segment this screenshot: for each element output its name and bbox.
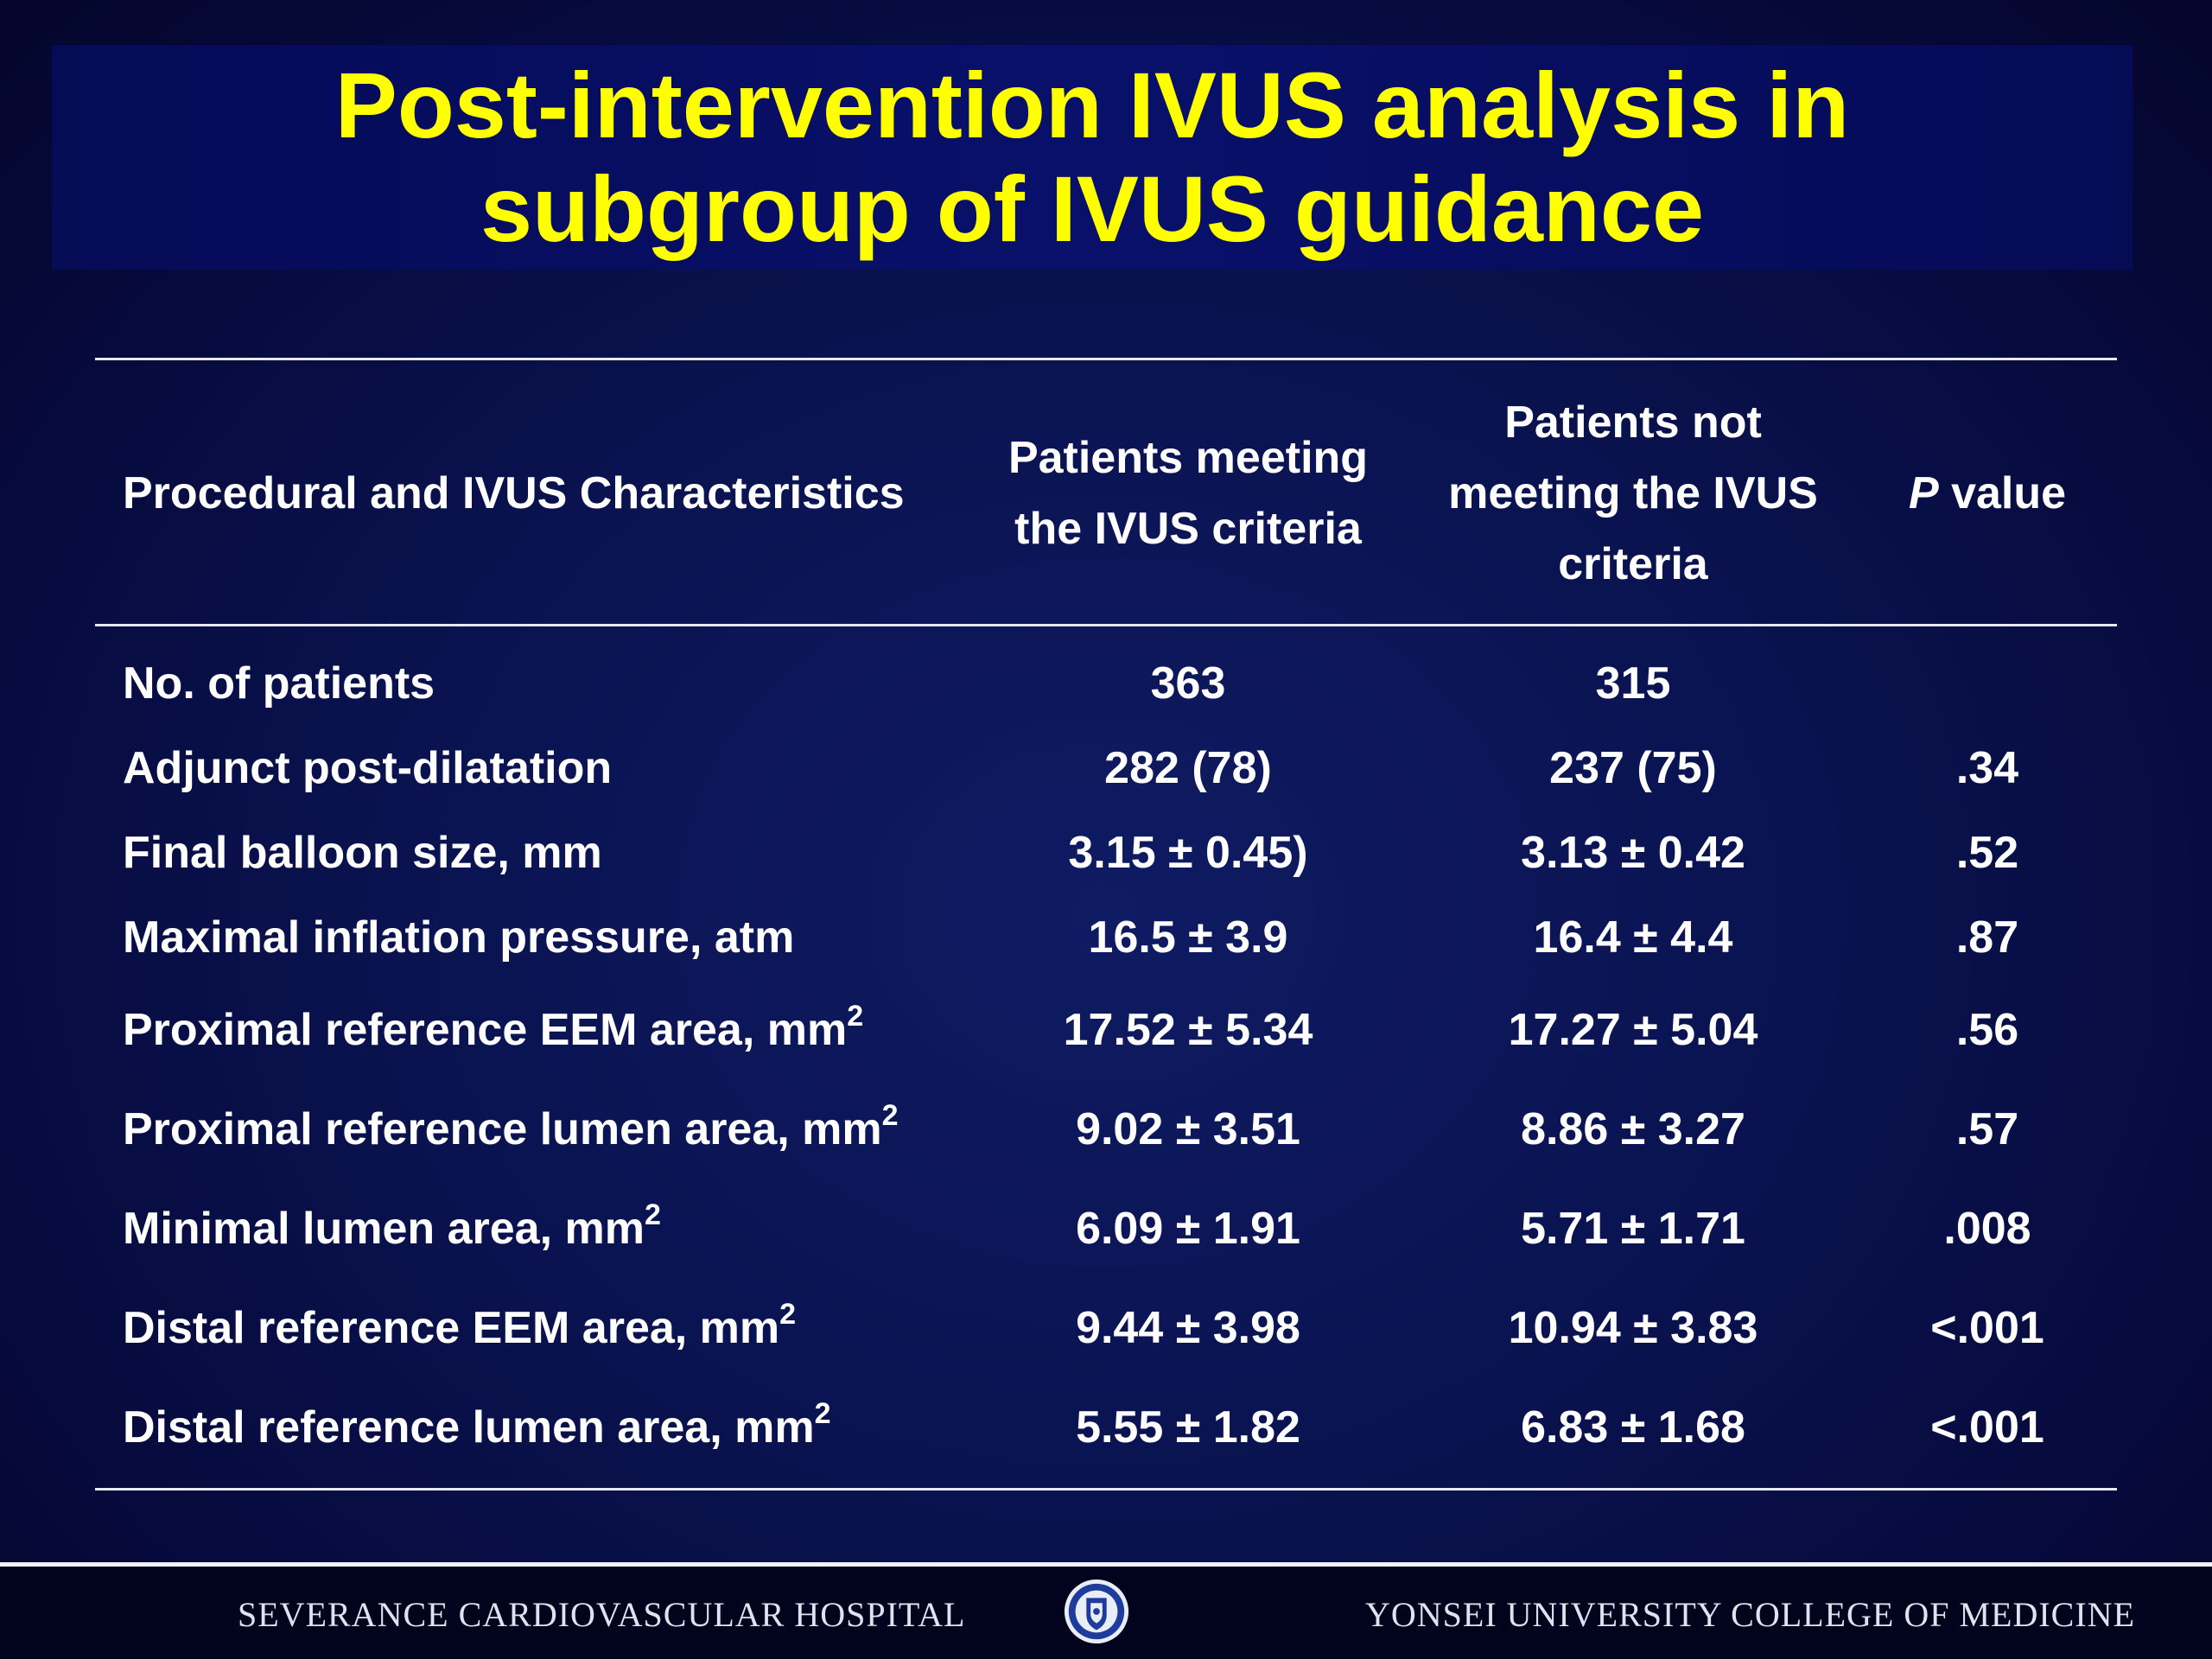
slide-title-line-2: subgroup of IVUS guidance [480, 156, 1705, 261]
title-band: Post-intervention IVUS analysis in subgr… [52, 45, 2133, 270]
cell-group-a: 16.5 ± 3.9 [1088, 912, 1288, 963]
table-row: Adjunct post-dilatation 282 (78) 237 (75… [95, 726, 2117, 810]
footer-divider [0, 1562, 2212, 1567]
row-label: Proximal reference EEM area, mm2 [95, 980, 968, 1079]
cell-group-a: 363 [1150, 658, 1226, 709]
row-label-text: Proximal reference EEM area, mm [123, 1004, 848, 1055]
table-row: Final balloon size, mm 3.15 ± 0.45) 3.13… [95, 810, 2117, 895]
table-row: Maximal inflation pressure, atm 16.5 ± 3… [95, 895, 2117, 980]
table-top-rule [95, 358, 2117, 360]
cell-group-a: 9.44 ± 3.98 [1076, 1302, 1300, 1353]
cell-group-b: 16.4 ± 4.4 [1533, 912, 1733, 963]
header-characteristics: Procedural and IVUS Characteristics [95, 363, 968, 624]
header-group-a: Patients meeting the IVUS criteria [968, 363, 1408, 624]
row-label-text: Distal reference lumen area, mm [123, 1402, 815, 1452]
row-label: Proximal reference lumen area, mm2 [95, 1079, 968, 1179]
row-label-text: Distal reference EEM area, mm [123, 1302, 780, 1353]
row-label: Minimal lumen area, mm2 [95, 1179, 968, 1278]
table-header-row: Procedural and IVUS Characteristics Pati… [95, 363, 2117, 624]
cell-group-b: 8.86 ± 3.27 [1521, 1103, 1745, 1154]
cell-group-b: 315 [1595, 658, 1671, 709]
row-label-sup: 2 [779, 1297, 797, 1331]
row-label-text: Minimal lumen area, mm [123, 1203, 645, 1254]
row-label-text: Proximal reference lumen area, mm [123, 1103, 882, 1154]
header-group-a-line-1: Patients meeting [1007, 433, 1369, 483]
row-label-sup: 2 [881, 1098, 899, 1132]
footer-college-name: YONSEI UNIVERSITY COLLEGE OF MEDICINE [1365, 1595, 2136, 1634]
header-group-b-line-3: criteria [1558, 539, 1708, 589]
cell-group-a: 6.09 ± 1.91 [1076, 1203, 1300, 1254]
cell-group-a: 9.02 ± 3.51 [1076, 1103, 1300, 1154]
header-group-a-line-2: the IVUS criteria [1014, 504, 1362, 554]
cell-group-a: 5.55 ± 1.82 [1076, 1402, 1300, 1452]
slide-title-line-1: Post-intervention IVUS analysis in [334, 53, 1850, 157]
cell-p-value: .87 [1955, 912, 2019, 963]
table-row: Distal reference lumen area, mm2 5.55 ± … [95, 1377, 2117, 1477]
cell-p-value: .52 [1955, 828, 2019, 878]
table-row: Proximal reference EEM area, mm2 17.52 ±… [95, 980, 2117, 1079]
ivus-analysis-table: Procedural and IVUS Characteristics Pati… [95, 363, 2117, 1477]
header-p-rest: value [1938, 468, 2067, 518]
cell-p-value: .57 [1955, 1103, 2019, 1154]
table-row: Minimal lumen area, mm2 6.09 ± 1.91 5.71… [95, 1179, 2117, 1278]
cell-group-b: 6.83 ± 1.68 [1521, 1402, 1745, 1452]
cell-p-value [1858, 641, 2117, 726]
header-p-italic: P [1908, 468, 1939, 518]
cell-group-a: 17.52 ± 5.34 [1063, 1004, 1313, 1055]
header-characteristics-text: Procedural and IVUS Characteristics [123, 468, 905, 518]
table-row: No. of patients 363 315 [95, 641, 2117, 726]
footer-hospital-name: SEVERANCE CARDIOVASCULAR HOSPITAL [238, 1595, 966, 1634]
header-p-value: P value [1858, 363, 2117, 624]
row-label-sup: 2 [644, 1198, 661, 1231]
table-row: Distal reference EEM area, mm2 9.44 ± 3.… [95, 1278, 2117, 1377]
row-label: Distal reference lumen area, mm2 [95, 1377, 968, 1477]
header-group-b: Patients not meeting the IVUS criteria [1408, 363, 1858, 624]
row-label: No. of patients [95, 641, 968, 726]
cell-group-b: 3.13 ± 0.42 [1521, 828, 1745, 878]
row-label-text: Adjunct post-dilatation [123, 743, 613, 793]
row-label-text: Maximal inflation pressure, atm [123, 912, 795, 963]
row-label-sup: 2 [814, 1396, 831, 1430]
row-label: Maximal inflation pressure, atm [95, 895, 968, 980]
cell-p-value: <.001 [1930, 1402, 2044, 1452]
row-label: Final balloon size, mm [95, 810, 968, 895]
cell-group-b: 237 (75) [1549, 743, 1717, 793]
cell-p-value: .34 [1955, 743, 2019, 793]
row-label: Distal reference EEM area, mm2 [95, 1278, 968, 1377]
row-label-text: No. of patients [123, 658, 435, 709]
university-seal-icon [1064, 1579, 1129, 1644]
row-label-sup: 2 [847, 999, 864, 1033]
cell-group-b: 5.71 ± 1.71 [1521, 1203, 1745, 1254]
cell-group-a: 282 (78) [1104, 743, 1272, 793]
cell-group-b: 10.94 ± 3.83 [1508, 1302, 1758, 1353]
table-bottom-rule [95, 1488, 2117, 1491]
cell-p-value: <.001 [1930, 1302, 2044, 1353]
row-label-text: Final balloon size, mm [123, 828, 602, 878]
table-header-rule [95, 624, 2117, 626]
cell-p-value: .56 [1955, 1004, 2019, 1055]
row-label: Adjunct post-dilatation [95, 726, 968, 810]
cell-group-a: 3.15 ± 0.45) [1068, 828, 1308, 878]
table-row: Proximal reference lumen area, mm2 9.02 … [95, 1079, 2117, 1179]
header-group-b-line-2: meeting the IVUS [1448, 468, 1818, 518]
cell-p-value: .008 [1943, 1203, 2031, 1254]
cell-group-b: 17.27 ± 5.04 [1508, 1004, 1758, 1055]
header-group-b-line-1: Patients not [1504, 397, 1762, 448]
